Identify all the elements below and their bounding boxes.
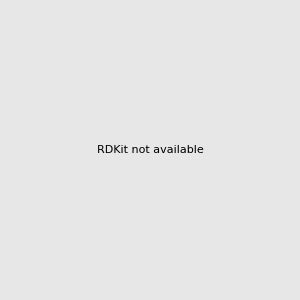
Text: RDKit not available: RDKit not available [97,145,203,155]
